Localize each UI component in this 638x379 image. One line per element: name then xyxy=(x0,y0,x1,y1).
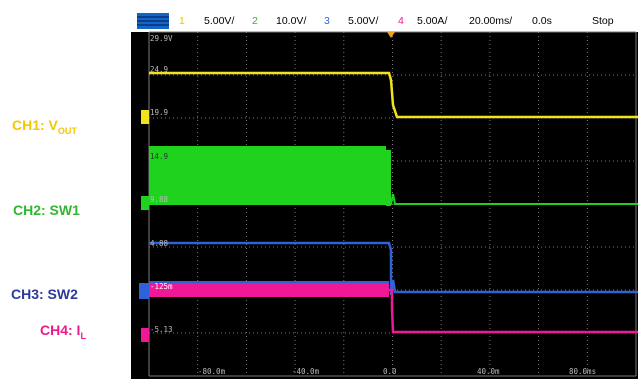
ch2-switching-band xyxy=(149,146,386,204)
ch4-number[interactable]: 4 xyxy=(398,15,404,27)
ch1-label-text: CH1: V xyxy=(12,117,58,133)
x-label-4: 80.0ms xyxy=(569,367,596,376)
ch3-label: CH3: SW2 xyxy=(11,286,78,302)
run-state[interactable]: Stop xyxy=(592,15,614,27)
trigger-marker[interactable] xyxy=(387,32,395,38)
ch4-ground-marker[interactable] xyxy=(141,328,149,342)
status-bar: 1 5.00V/ 2 10.0V/ 3 5.00V/ 4 5.00A/ 20.0… xyxy=(131,10,638,32)
y-axis-labels: 29.9V 24.9 19.9 14.9 9.88 4.88 -125m -5.… xyxy=(150,34,173,334)
ch1-ground-marker[interactable] xyxy=(141,110,149,124)
x-label-2: 0.0 xyxy=(383,367,397,376)
x-label-3: 40.0m xyxy=(477,367,500,376)
ch2-label: CH2: SW1 xyxy=(13,202,80,218)
oscilloscope-screen: 1 5.00V/ 2 10.0V/ 3 5.00V/ 4 5.00A/ 20.0… xyxy=(131,10,638,379)
ch1-scale[interactable]: 5.00V/ xyxy=(204,15,235,27)
ch2-scale[interactable]: 10.0V/ xyxy=(276,15,307,27)
ch4-scale[interactable]: 5.00A/ xyxy=(417,15,448,27)
run-indicator[interactable] xyxy=(137,13,169,29)
ch3-scale[interactable]: 5.00V/ xyxy=(348,15,379,27)
ch1-label: CH1: VOUT xyxy=(12,117,77,136)
y-label-2: 19.9 xyxy=(150,108,168,117)
y-label-0: 29.9V xyxy=(150,34,173,43)
ch1-label-sub: OUT xyxy=(57,125,77,136)
ch4-trace xyxy=(389,288,638,334)
delay-readout[interactable]: 0.0s xyxy=(532,15,552,27)
y-label-4: 9.88 xyxy=(150,195,169,204)
ch3-label-text: CH3: SW2 xyxy=(11,286,78,302)
ch2-trace xyxy=(149,193,638,205)
ch2-ground-marker[interactable] xyxy=(141,196,149,210)
y-label-3: 14.9 xyxy=(150,152,168,161)
ch4-switching-band xyxy=(149,283,389,297)
ch3-ground-marker[interactable] xyxy=(139,283,149,299)
x-label-0: -80.0m xyxy=(198,367,226,376)
ch1-trace xyxy=(149,71,638,119)
waveform-plot: 29.9V 24.9 19.9 14.9 9.88 4.88 -125m -5.… xyxy=(139,31,638,377)
ch2-label-text: CH2: SW1 xyxy=(13,202,80,218)
timebase-readout[interactable]: 20.00ms/ xyxy=(469,15,513,27)
x-axis-labels: -80.0m -40.0m 0.0 40.0m 80.0ms xyxy=(198,367,596,376)
y-label-1: 24.9 xyxy=(150,65,168,74)
ch2-band-tail xyxy=(386,150,391,206)
ch4-label: CH4: IL xyxy=(40,322,86,341)
ch2-number[interactable]: 2 xyxy=(252,15,258,27)
ch3-number[interactable]: 3 xyxy=(324,15,330,27)
ch1-number[interactable]: 1 xyxy=(179,15,185,27)
ch4-label-text: CH4: I xyxy=(40,322,81,338)
y-label-5: 4.88 xyxy=(150,239,169,248)
y-label-6: -125m xyxy=(150,282,173,291)
y-label-7: -5.13 xyxy=(150,325,173,334)
x-label-1: -40.0m xyxy=(292,367,320,376)
ch4-label-sub: L xyxy=(80,330,86,341)
